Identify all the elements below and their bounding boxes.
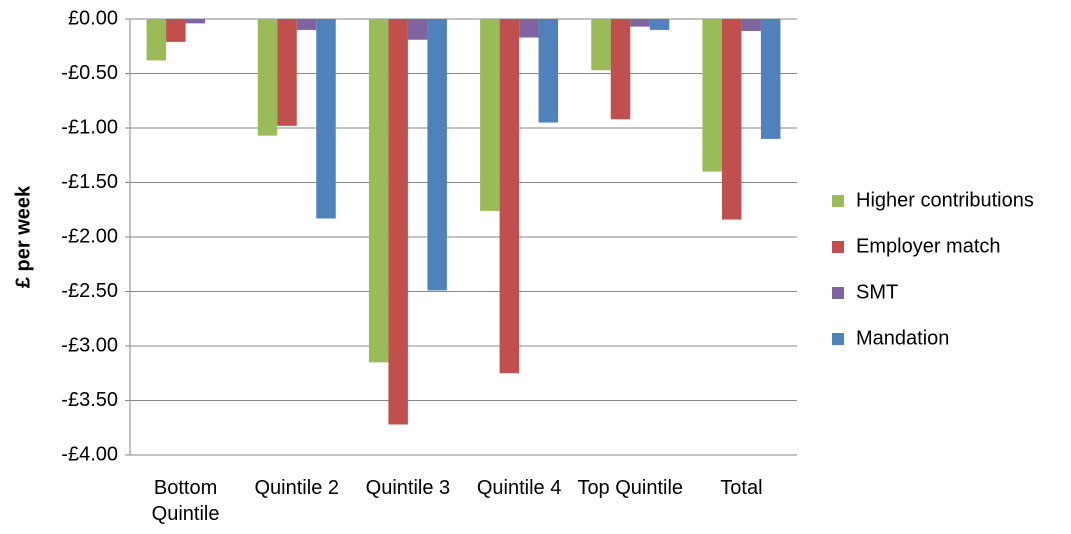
bar: [630, 19, 650, 27]
bar: [316, 19, 336, 219]
bar: [277, 19, 297, 126]
bar: [296, 19, 317, 30]
bar: [166, 19, 186, 42]
bar: [257, 19, 278, 136]
y-tick-label: -£4.00: [61, 443, 118, 465]
y-tick-label: -£3.00: [61, 334, 118, 356]
legend-label: SMT: [856, 281, 898, 303]
legend-swatch: [832, 195, 844, 207]
bar: [146, 19, 167, 61]
bar: [388, 19, 408, 425]
x-tick-label: Bottom Quintile: [151, 477, 220, 525]
x-tick-label: Quintile 2: [254, 477, 340, 499]
y-tick-label: -£2.00: [61, 225, 118, 247]
bar: [702, 19, 722, 172]
y-tick-label: -£1.50: [61, 171, 118, 193]
bar: [427, 19, 447, 291]
legend-swatch: [832, 333, 844, 345]
x-tick-label: Quintile 4: [476, 477, 562, 499]
legend-swatch: [832, 287, 844, 299]
bar: [499, 19, 520, 374]
bar: [538, 19, 559, 123]
bar: [649, 19, 670, 30]
bar: [760, 19, 781, 139]
x-tick-label: Top Quintile: [577, 477, 684, 499]
legend-label: Employer match: [856, 235, 1001, 257]
x-tick-label: Total: [720, 477, 763, 499]
bar: [591, 19, 611, 71]
y-tick-label: -£2.50: [61, 280, 118, 302]
legend-swatch: [832, 241, 844, 253]
y-tick-label: -£3.50: [61, 389, 118, 411]
bar: [480, 19, 500, 211]
bar: [407, 19, 428, 40]
bar: [610, 19, 631, 120]
y-tick-label: -£1.00: [61, 116, 118, 138]
y-tick-label: -£0.50: [61, 62, 118, 84]
y-tick-label: £0.00: [68, 7, 118, 29]
bar: [741, 19, 761, 31]
bar: [519, 19, 539, 38]
bar: [721, 19, 742, 220]
legend-label: Higher contributions: [856, 189, 1034, 211]
legend-label: Mandation: [856, 327, 949, 349]
x-tick-label: Quintile 3: [365, 477, 451, 499]
bar: [368, 19, 389, 363]
bar: [185, 19, 206, 24]
y-axis-label: £ per week: [12, 185, 34, 288]
